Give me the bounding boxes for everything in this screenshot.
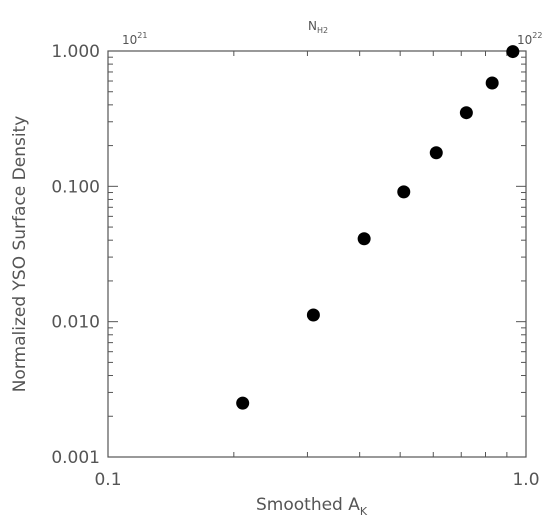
data-point	[485, 76, 499, 90]
data-point	[397, 185, 411, 199]
data-points	[236, 45, 520, 410]
x-axis-title: Smoothed AK	[256, 495, 368, 518]
data-point	[357, 232, 371, 246]
x-tick-label: 1.0	[512, 470, 539, 490]
data-point	[306, 308, 320, 322]
x-tick-label: 0.1	[94, 470, 121, 490]
y-tick-label: 1.000	[51, 42, 100, 62]
y-tick-label: 0.100	[51, 177, 100, 197]
top-tick-label-1e22: 1022	[517, 31, 542, 47]
top-tick-label-1e21: 1021	[122, 31, 147, 47]
axis-tick-labels: 0.001 0.010 0.100 1.000 0.1 1.0	[51, 42, 539, 490]
y-tick-label: 0.010	[51, 313, 100, 333]
y-axis-title: Normalized YSO Surface Density	[10, 116, 30, 393]
data-point	[429, 146, 443, 160]
data-point	[459, 106, 473, 120]
axis-ticks	[107, 50, 527, 458]
top-axis-title: NH2	[308, 19, 328, 35]
data-point	[506, 45, 520, 59]
y-tick-label: 0.001	[51, 448, 100, 468]
data-point	[236, 396, 250, 410]
plot-frame	[107, 50, 527, 458]
